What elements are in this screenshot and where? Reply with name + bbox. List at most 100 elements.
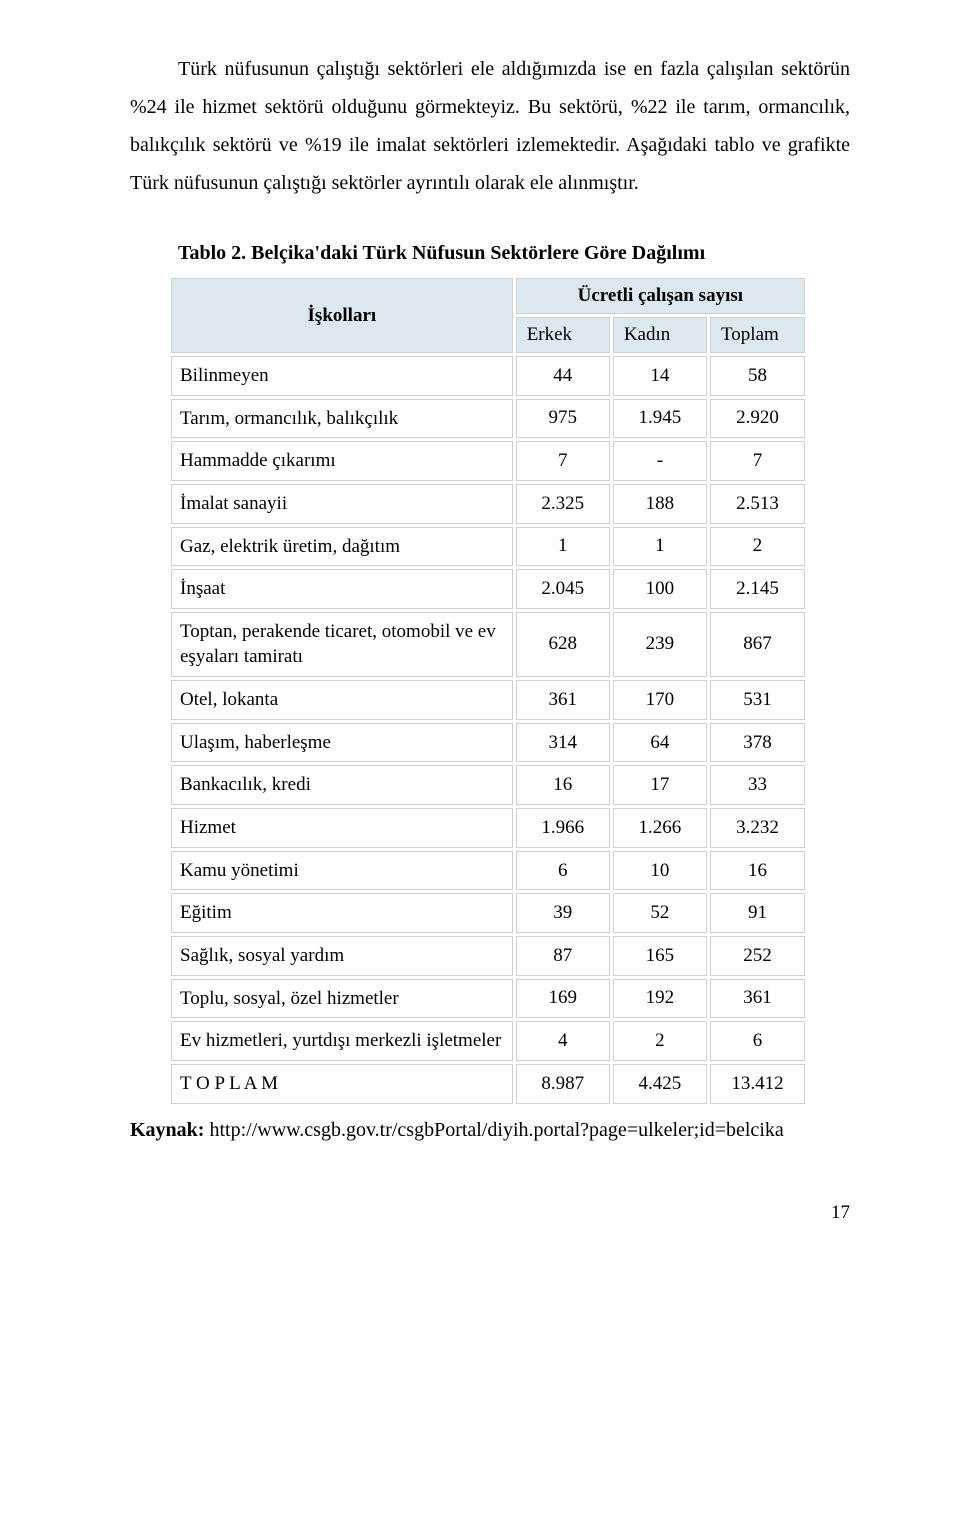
row-value: - — [613, 441, 707, 481]
row-label: Ev hizmetleri, yurtdışı merkezli işletme… — [171, 1021, 513, 1061]
row-value: 2.513 — [710, 484, 805, 524]
column-header: Kadın — [613, 317, 707, 353]
row-value: 6 — [710, 1021, 805, 1061]
table-row: Toptan, perakende ticaret, otomobil ve e… — [171, 612, 805, 677]
row-value: 4.425 — [613, 1064, 707, 1104]
row-label: İmalat sanayii — [171, 484, 513, 524]
table-row: Toplu, sosyal, özel hizmetler169192361 — [171, 979, 805, 1019]
row-value: 2.920 — [710, 399, 805, 439]
row-value: 628 — [516, 612, 610, 677]
row-value: 2.145 — [710, 569, 805, 609]
source-label: Kaynak: — [130, 1119, 204, 1141]
row-value: 314 — [516, 723, 610, 763]
row-value: 33 — [710, 765, 805, 805]
table-row: Hizmet1.9661.2663.232 — [171, 808, 805, 848]
row-label: T O P L A M — [171, 1064, 513, 1104]
row-value: 13.412 — [710, 1064, 805, 1104]
row-value: 17 — [613, 765, 707, 805]
table-body: Bilinmeyen441458Tarım, ormancılık, balık… — [171, 356, 805, 1104]
row-value: 169 — [516, 979, 610, 1019]
row-value: 1 — [516, 527, 610, 567]
row-value: 239 — [613, 612, 707, 677]
row-label: Kamu yönetimi — [171, 851, 513, 891]
row-label: Hizmet — [171, 808, 513, 848]
row-label: Toplu, sosyal, özel hizmetler — [171, 979, 513, 1019]
row-value: 2 — [613, 1021, 707, 1061]
row-label: İnşaat — [171, 569, 513, 609]
row-label: Ulaşım, haberleşme — [171, 723, 513, 763]
row-value: 64 — [613, 723, 707, 763]
table-row: İmalat sanayii2.3251882.513 — [171, 484, 805, 524]
data-table: İşkolları Ücretli çalışan sayısı Erkek K… — [168, 275, 808, 1107]
row-value: 3.232 — [710, 808, 805, 848]
row-label: Sağlık, sosyal yardım — [171, 936, 513, 976]
table-row: Bilinmeyen441458 — [171, 356, 805, 396]
row-header-cell: İşkolları — [171, 278, 513, 353]
row-value: 16 — [516, 765, 610, 805]
row-value: 165 — [613, 936, 707, 976]
table-row: Tarım, ormancılık, balıkçılık9751.9452.9… — [171, 399, 805, 439]
row-value: 7 — [710, 441, 805, 481]
body-paragraph: Türk nüfusunun çalıştığı sektörleri ele … — [130, 50, 850, 202]
row-value: 378 — [710, 723, 805, 763]
row-value: 2.045 — [516, 569, 610, 609]
row-value: 58 — [710, 356, 805, 396]
source-text: http://www.csgb.gov.tr/csgbPortal/diyih.… — [204, 1119, 783, 1141]
page-number: 17 — [130, 1202, 850, 1224]
row-value: 39 — [516, 893, 610, 933]
row-label: Gaz, elektrik üretim, dağıtım — [171, 527, 513, 567]
row-value: 361 — [516, 680, 610, 720]
table-row: İnşaat2.0451002.145 — [171, 569, 805, 609]
table-row: Otel, lokanta361170531 — [171, 680, 805, 720]
row-label: Toptan, perakende ticaret, otomobil ve e… — [171, 612, 513, 677]
table-title: Tablo 2. Belçika'daki Türk Nüfusun Sektö… — [178, 242, 850, 265]
table-row: Ev hizmetleri, yurtdışı merkezli işletme… — [171, 1021, 805, 1061]
row-label: Otel, lokanta — [171, 680, 513, 720]
row-value: 975 — [516, 399, 610, 439]
table-row: T O P L A M8.9874.42513.412 — [171, 1064, 805, 1104]
row-value: 7 — [516, 441, 610, 481]
row-value: 170 — [613, 680, 707, 720]
table-header-row-1: İşkolları Ücretli çalışan sayısı — [171, 278, 805, 314]
row-value: 52 — [613, 893, 707, 933]
row-value: 16 — [710, 851, 805, 891]
row-value: 2 — [710, 527, 805, 567]
row-value: 4 — [516, 1021, 610, 1061]
table-row: Hammadde çıkarımı7-7 — [171, 441, 805, 481]
row-value: 1.966 — [516, 808, 610, 848]
row-value: 192 — [613, 979, 707, 1019]
table-row: Eğitim395291 — [171, 893, 805, 933]
row-value: 252 — [710, 936, 805, 976]
document-page: Türk nüfusunun çalıştığı sektörleri ele … — [0, 0, 960, 1274]
row-value: 188 — [613, 484, 707, 524]
row-value: 1.266 — [613, 808, 707, 848]
column-header: Toplam — [710, 317, 805, 353]
row-value: 14 — [613, 356, 707, 396]
row-label: Bilinmeyen — [171, 356, 513, 396]
row-value: 1.945 — [613, 399, 707, 439]
table-row: Kamu yönetimi61016 — [171, 851, 805, 891]
row-value: 361 — [710, 979, 805, 1019]
row-value: 531 — [710, 680, 805, 720]
row-label: Hammadde çıkarımı — [171, 441, 513, 481]
row-value: 8.987 — [516, 1064, 610, 1104]
row-value: 1 — [613, 527, 707, 567]
row-value: 6 — [516, 851, 610, 891]
column-header: Erkek — [516, 317, 610, 353]
table-row: Ulaşım, haberleşme31464378 — [171, 723, 805, 763]
row-value: 10 — [613, 851, 707, 891]
table-row: Sağlık, sosyal yardım87165252 — [171, 936, 805, 976]
row-value: 2.325 — [516, 484, 610, 524]
row-label: Eğitim — [171, 893, 513, 933]
row-label: Tarım, ormancılık, balıkçılık — [171, 399, 513, 439]
row-value: 100 — [613, 569, 707, 609]
row-value: 87 — [516, 936, 610, 976]
table-source: Kaynak: http://www.csgb.gov.tr/csgbPorta… — [130, 1119, 850, 1142]
table-row: Gaz, elektrik üretim, dağıtım112 — [171, 527, 805, 567]
table-row: Bankacılık, kredi161733 — [171, 765, 805, 805]
row-value: 91 — [710, 893, 805, 933]
row-value: 867 — [710, 612, 805, 677]
row-label: Bankacılık, kredi — [171, 765, 513, 805]
group-header-cell: Ücretli çalışan sayısı — [516, 278, 805, 314]
row-value: 44 — [516, 356, 610, 396]
